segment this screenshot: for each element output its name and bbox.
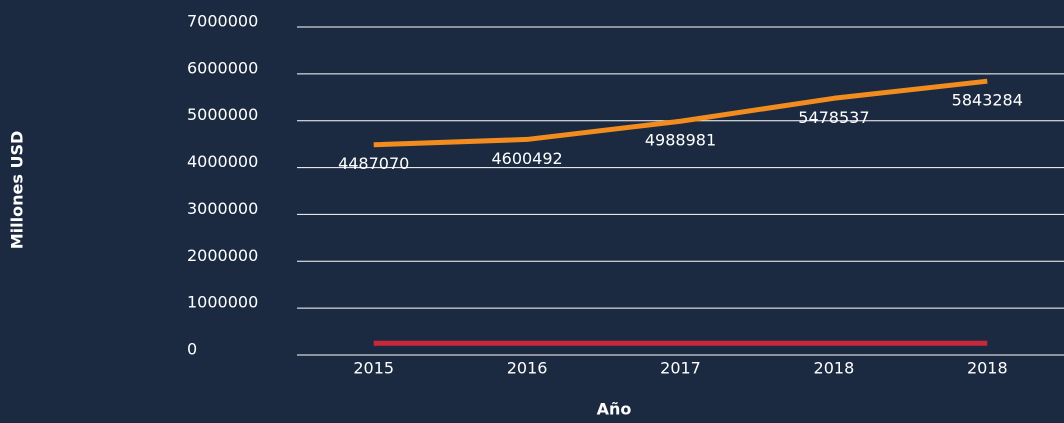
data-label: 4600492 [491,149,562,168]
x-tick-label: 2017 [660,359,701,378]
y-axis-title: Millones USD [8,131,27,250]
x-tick-label: 2015 [353,359,394,378]
y-tick-label: 5000000 [187,105,258,124]
y-tick-label: 3000000 [187,199,258,218]
data-line [373,78,988,148]
data-label: 4487070 [338,154,409,173]
y-tick-label: 2000000 [187,246,258,265]
data-label: 5843284 [952,91,1023,110]
y-tick-label: 1000000 [187,293,258,312]
data-label: 4988981 [645,131,716,150]
data-label: 5478537 [798,108,869,127]
y-tick-label: 4000000 [187,152,258,171]
x-tick-label: 2018 [814,359,855,378]
x-tick-label: 2018 [967,359,1008,378]
x-axis-title: Año [597,400,632,419]
y-tick-label: 0 [187,340,197,359]
y-tick-label: 6000000 [187,58,258,77]
y-tick-label: 7000000 [187,12,258,31]
x-tick-label: 2016 [507,359,548,378]
